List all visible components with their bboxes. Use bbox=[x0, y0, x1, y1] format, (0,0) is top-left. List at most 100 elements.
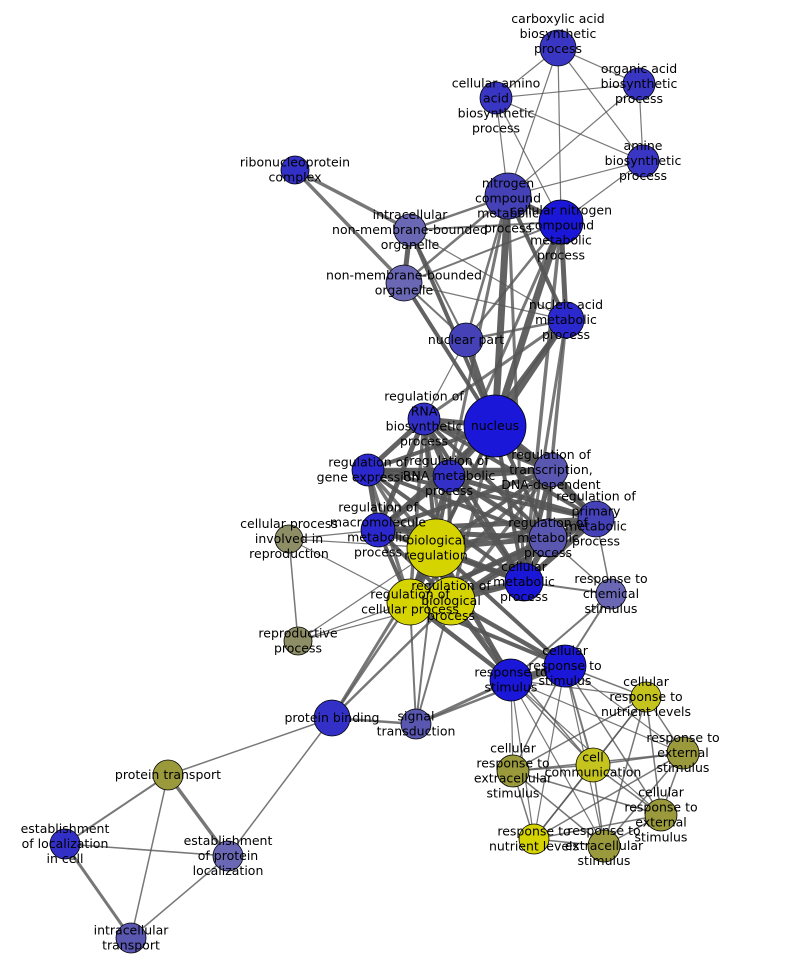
network-edge bbox=[533, 665, 566, 840]
network-node-nucleic-acid-metabolic-process[interactable] bbox=[547, 301, 585, 339]
network-edge bbox=[166, 773, 230, 858]
network-node-response-to-stimulus[interactable] bbox=[489, 658, 533, 702]
network-node-label: intracellular non-membrane-bounded organel… bbox=[332, 207, 488, 252]
network-node-regulation-of-rna-metabolic-process[interactable] bbox=[432, 459, 466, 493]
network-node-label: cellular metabolic process bbox=[493, 559, 555, 604]
network-edge bbox=[495, 97, 562, 223]
network-node-response-to-nutrient-levels[interactable] bbox=[518, 823, 550, 855]
network-node-biological-regulation[interactable] bbox=[406, 518, 466, 578]
network-node-label: biological regulation bbox=[404, 532, 468, 562]
network-edge bbox=[409, 229, 567, 321]
network-node-label: cellular amino acid biosynthetic process bbox=[452, 75, 541, 135]
network-node-label: reproductive process bbox=[258, 625, 338, 655]
network-node-establishment-of-protein-localization[interactable] bbox=[212, 840, 244, 872]
network-node-regulation-of-macromolecule-metabolic-process[interactable] bbox=[360, 512, 396, 548]
network-edge bbox=[510, 679, 662, 816]
network-node-regulation-of-biological-process[interactable] bbox=[426, 576, 476, 626]
network-node-protein-binding[interactable] bbox=[313, 699, 351, 737]
network-node-protein-transport[interactable] bbox=[152, 759, 184, 791]
network-node-label: response to external stimulus bbox=[646, 730, 719, 775]
network-node-organic-acid-biosynthetic-process[interactable] bbox=[622, 67, 656, 101]
network-node-regulation-of-gene-expression[interactable] bbox=[351, 453, 385, 487]
network-node-label: regulation of RNA biosynthetic process bbox=[384, 388, 464, 448]
network-node-label: cell communication bbox=[545, 749, 642, 779]
network-edge bbox=[512, 770, 662, 816]
network-node-signal-transduction[interactable] bbox=[400, 708, 432, 740]
network-edge bbox=[375, 467, 554, 533]
network-node-nitrogen-compound-metabolic-process[interactable] bbox=[484, 172, 532, 220]
network-edge bbox=[366, 468, 598, 521]
network-node-regulation-of-rna-biosynthetic-process[interactable] bbox=[407, 402, 441, 436]
network-edge bbox=[510, 593, 612, 681]
network-edge bbox=[293, 168, 412, 232]
network-edge bbox=[557, 47, 644, 162]
network-node-label: nuclear part bbox=[428, 332, 504, 347]
network-node-reproductive-process[interactable] bbox=[283, 626, 313, 656]
network-node-ribonucleoprotein-complex[interactable] bbox=[280, 155, 310, 185]
network-node-nuclear-part[interactable] bbox=[448, 322, 484, 358]
network-node-cellular-response-to-stimulus[interactable] bbox=[543, 644, 587, 688]
network-edge bbox=[130, 774, 169, 939]
network-node-cellular-response-to-external-stimulus[interactable] bbox=[644, 798, 678, 832]
network-node-regulation-of-metabolic-process[interactable] bbox=[528, 518, 568, 558]
nodes-layer bbox=[49, 29, 700, 954]
network-node-regulation-of-transcription-dna-dependent[interactable] bbox=[533, 452, 569, 488]
network-edge bbox=[603, 696, 647, 847]
network-edge bbox=[403, 282, 567, 321]
network-node-label: ribonucleoprotein complex bbox=[240, 154, 350, 184]
network-node-establishment-of-localization-in-cell[interactable] bbox=[49, 828, 81, 860]
network-node-label: response to chemical stimulus bbox=[574, 571, 647, 616]
network-node-carboxylic-acid-biosynthetic-process[interactable] bbox=[539, 29, 577, 67]
network-edge bbox=[64, 774, 169, 845]
network-node-cellular-amino-acid-biosynthetic-process[interactable] bbox=[479, 81, 513, 115]
network-node-label: non-membrane-bounded organelle bbox=[326, 267, 482, 297]
network-node-label: regulation of macromolecule metabolic proce… bbox=[330, 499, 426, 559]
network-edge bbox=[422, 417, 550, 540]
network-node-cell-communication[interactable] bbox=[575, 747, 611, 783]
network-node-cellular-nitrogen-compound-metabolic-process[interactable] bbox=[538, 199, 584, 245]
network-node-amine-biosynthetic-process[interactable] bbox=[626, 144, 660, 178]
network-node-label: nucleus bbox=[471, 418, 519, 433]
network-edge bbox=[449, 517, 598, 603]
network-node-response-to-external-stimulus[interactable] bbox=[666, 736, 700, 770]
network-edge bbox=[366, 468, 550, 540]
network-edge bbox=[293, 168, 406, 285]
network-node-label: establishment of localization in cell bbox=[21, 821, 110, 866]
network-edge bbox=[409, 221, 562, 231]
network-edge bbox=[408, 417, 426, 604]
network-edge bbox=[495, 83, 640, 99]
network-node-label: intracellular transport bbox=[94, 922, 170, 952]
network-node-non-membrane-bounded-organelle[interactable] bbox=[385, 264, 423, 302]
network-node-label: nitrogen compound metabolic process bbox=[475, 175, 541, 235]
network-node-regulation-of-primary-metabolic-process[interactable] bbox=[577, 500, 615, 538]
network-node-response-to-extracellular-stimulus[interactable] bbox=[587, 829, 621, 863]
network-node-regulation-of-cellular-metabolic-process[interactable] bbox=[504, 562, 544, 602]
network-node-intracellular-non-membrane-bounded-organelle[interactable] bbox=[393, 213, 427, 247]
network-node-intracellular-transport[interactable] bbox=[115, 922, 147, 954]
network-node-label: regulation of RNA metabolic process bbox=[403, 453, 496, 498]
network-node-label: cellular nitrogen compound metabolic proces… bbox=[510, 202, 612, 262]
network-node-label: protein binding bbox=[284, 710, 379, 725]
network-node-label: establishment of protein localization bbox=[184, 833, 273, 878]
network-node-cellular-response-to-nutrient-levels[interactable] bbox=[630, 681, 662, 713]
network-edge bbox=[507, 47, 559, 197]
network-edge bbox=[130, 855, 229, 939]
network-node-label: nucleic acid metabolic process bbox=[529, 297, 603, 342]
network-edge bbox=[422, 318, 568, 421]
network-node-cellular-response-to-extracellular-stimulus[interactable] bbox=[496, 754, 530, 788]
network-node-label: cellular response to external stimulus bbox=[624, 784, 697, 844]
network-node-response-to-chemical-stimulus[interactable] bbox=[595, 578, 627, 610]
network-node-label: cellular process involved in reproduction bbox=[240, 516, 338, 561]
network-node-label: signal transduction bbox=[377, 708, 456, 738]
network-node-label: cellular response to extracellular stimulus bbox=[474, 740, 553, 800]
network-edge bbox=[330, 599, 453, 720]
network-node-cellular-process-involved-in-reproduction[interactable] bbox=[274, 524, 304, 554]
network-node-label: carboxylic acid biosynthetic process bbox=[511, 11, 604, 56]
network-edge bbox=[491, 192, 512, 430]
network-edge bbox=[330, 546, 438, 720]
network-node-nucleus[interactable] bbox=[463, 394, 527, 458]
labels-layer: carboxylic acid biosynthetic process organi… bbox=[21, 11, 720, 953]
network-node-label: organic acid biosynthetic process bbox=[601, 61, 678, 106]
network-node-label: regulation of gene expression bbox=[317, 454, 420, 484]
network-edge bbox=[415, 547, 437, 725]
